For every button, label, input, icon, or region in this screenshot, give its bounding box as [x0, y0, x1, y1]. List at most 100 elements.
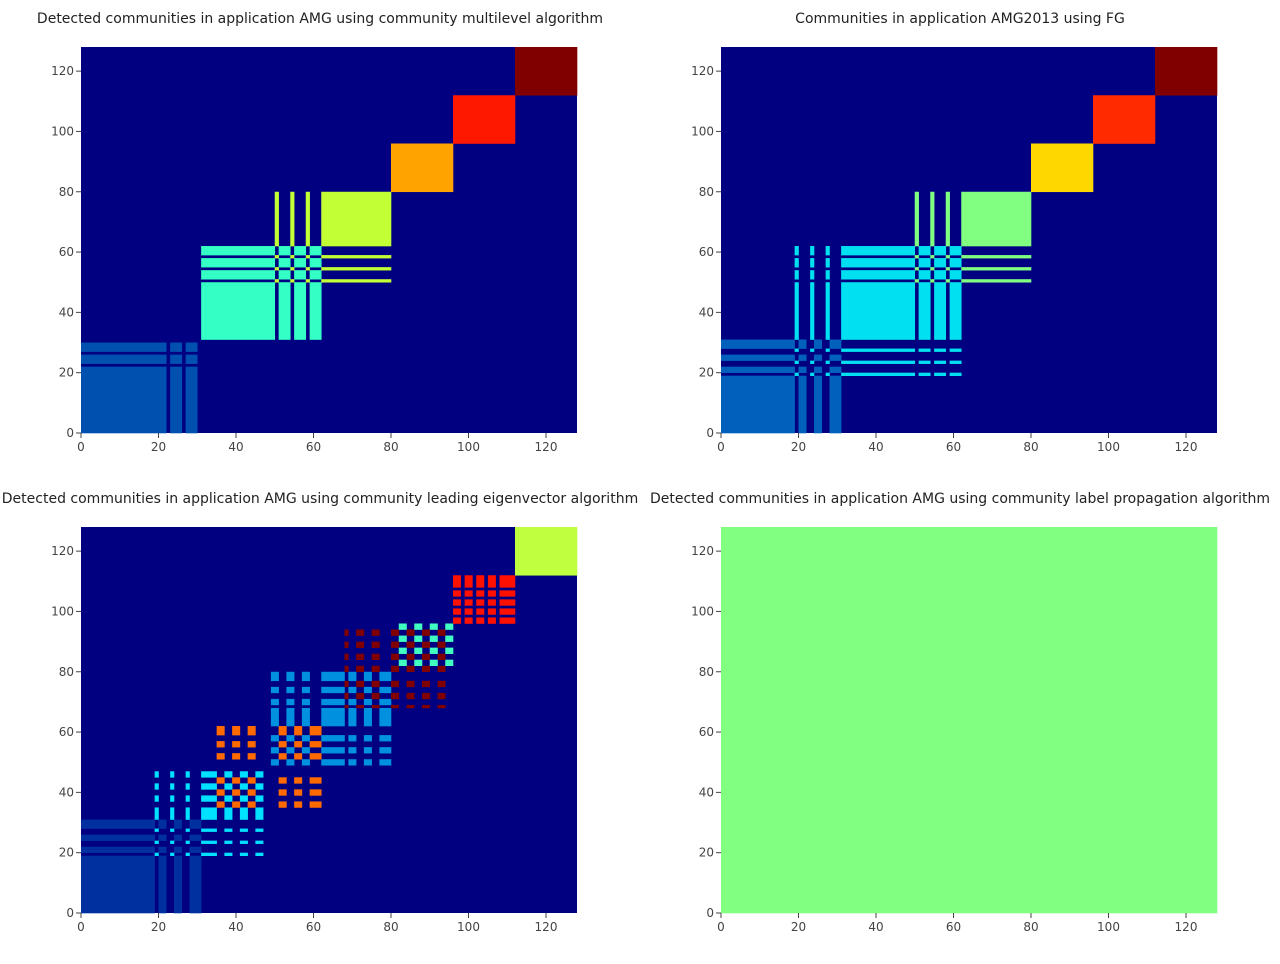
heatmap-cell [371, 680, 380, 688]
heatmap-cell [356, 704, 365, 709]
heatmap-cell [515, 47, 578, 96]
heatmap-cell [154, 342, 167, 352]
heatmap-cell [918, 270, 931, 280]
x-tick-label: 80 [1023, 440, 1038, 454]
heatmap-cell [422, 680, 431, 688]
heatmap-cell [247, 789, 256, 796]
heatmap-cell [930, 267, 935, 271]
x-tick-label: 60 [946, 440, 961, 454]
heatmap-cell [453, 95, 516, 144]
heatmap-cell [348, 686, 357, 694]
heatmap-cell [154, 852, 159, 857]
heatmap-cell [344, 653, 349, 660]
heatmap-cell [794, 258, 799, 268]
heatmap-cell [499, 599, 516, 606]
heatmap-cell [814, 366, 823, 373]
heatmap-cell [232, 753, 241, 760]
heatmap-panel-fg: Communities in application AMG2013 using… [691, 11, 1218, 454]
heatmap-cell [391, 143, 454, 193]
heatmap-cell [841, 270, 916, 280]
heatmap-cell [239, 771, 248, 778]
heatmap-cell [278, 801, 287, 808]
heatmap-cell [348, 735, 357, 742]
heatmap-cell [255, 852, 264, 857]
heatmap-cell [158, 846, 167, 853]
heatmap-cell [945, 191, 950, 247]
heatmap-cell [309, 246, 322, 256]
heatmap-cell [825, 372, 830, 377]
heatmap-cell [414, 635, 423, 642]
heatmap-cell [274, 255, 279, 259]
heatmap-cell [487, 608, 496, 615]
heatmap-cell [321, 698, 345, 706]
heatmap-cell [476, 608, 485, 615]
y-tick-label: 100 [691, 124, 714, 138]
heatmap-cell [798, 366, 807, 373]
x-tick-label: 40 [868, 440, 883, 454]
heatmap-cell [278, 741, 287, 748]
heatmap-panel-multilevel: Detected communities in application AMG … [37, 11, 603, 454]
heatmap-cell [348, 747, 357, 754]
heatmap-cell [429, 635, 438, 642]
heatmap-cell [487, 617, 496, 624]
heatmap-cell [406, 629, 415, 636]
heatmap-cell [814, 375, 823, 434]
y-tick-label: 60 [59, 245, 74, 259]
community-3-cells [216, 726, 322, 808]
y-tick-label: 0 [706, 906, 714, 920]
heatmap-cell [270, 735, 279, 742]
community-1-cells [721, 527, 1218, 914]
heatmap-cell [371, 641, 380, 648]
y-tick-label: 60 [699, 725, 714, 739]
heatmap-cell [949, 372, 962, 377]
heatmap-cell [1031, 143, 1094, 193]
community-3-cells [914, 191, 1032, 283]
heatmap-cell [363, 759, 372, 766]
heatmap-cell [406, 653, 415, 660]
heatmap-cell [825, 270, 830, 280]
y-tick-label: 0 [66, 906, 74, 920]
heatmap-cell [255, 771, 264, 778]
heatmap-cell [949, 258, 962, 268]
heatmap-cell [391, 629, 400, 636]
x-tick-label: 20 [791, 920, 806, 934]
heatmap-cell [185, 852, 190, 857]
heatmap-cell [81, 834, 155, 841]
heatmap-cell [398, 635, 407, 642]
heatmap-cell [437, 680, 446, 688]
heatmap-cell [348, 698, 357, 706]
heatmap-cell [406, 692, 415, 700]
heatmap-cell [321, 267, 392, 271]
y-tick-label: 80 [699, 665, 714, 679]
heatmap-cell [918, 372, 931, 377]
community-5-cells [344, 629, 446, 709]
heatmap-panel-leading-eigenvector: Detected communities in application AMG … [2, 491, 638, 934]
heatmap-cell [422, 629, 431, 636]
heatmap-cell [232, 726, 241, 736]
heatmap-cell [945, 279, 950, 283]
heatmap-cell [825, 348, 830, 352]
y-tick-label: 0 [706, 426, 714, 440]
heatmap-cell [794, 246, 799, 256]
heatmap-cell [841, 282, 916, 340]
heatmap-cell [247, 726, 256, 736]
y-tick-label: 40 [59, 785, 74, 799]
heatmap-cell [81, 375, 155, 434]
heatmap-cell [829, 354, 842, 361]
heatmap-cell [379, 735, 392, 742]
heatmap-cell [406, 680, 415, 688]
heatmap-cell [174, 855, 183, 914]
heatmap-cell [794, 372, 799, 377]
heatmap-cell [721, 375, 795, 434]
heatmap-cell [918, 258, 931, 268]
y-tick-label: 40 [699, 785, 714, 799]
heatmap-cell [914, 191, 919, 247]
heatmap-cell [255, 783, 264, 790]
heatmap-cell [255, 828, 264, 832]
heatmap-cell [515, 527, 578, 576]
heatmap-cell [794, 360, 799, 364]
heatmap-cell [309, 741, 322, 748]
heatmap-cell [170, 375, 183, 434]
heatmap-cell [379, 707, 392, 727]
heatmap-cell [945, 255, 950, 259]
